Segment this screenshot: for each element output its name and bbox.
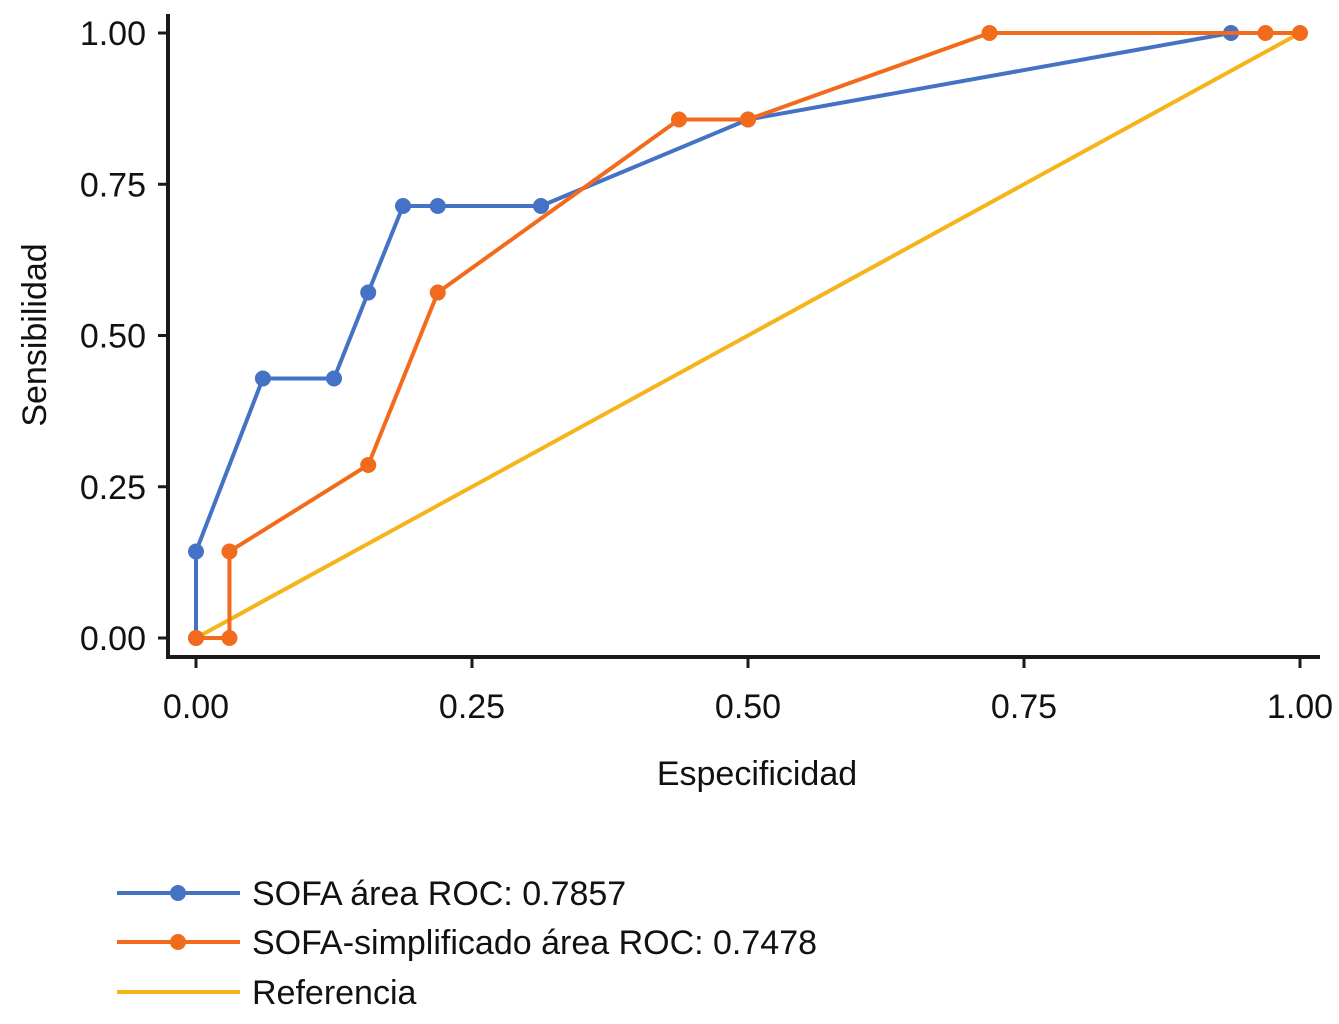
x-tick-label: 0.50 <box>715 688 781 726</box>
y-tick-label: 1.00 <box>80 15 146 53</box>
x-tick-label: 1.00 <box>1267 688 1333 726</box>
data-point <box>188 543 204 560</box>
legend-label: SOFA-simplificado área ROC: 0.7478 <box>252 924 817 962</box>
data-point <box>429 284 446 301</box>
legend-label: Referencia <box>252 974 417 1012</box>
data-point <box>1257 25 1274 41</box>
data-point <box>360 284 377 301</box>
data-point <box>671 111 687 128</box>
data-point <box>221 543 238 560</box>
data-point <box>740 111 756 128</box>
legend-item: Referencia <box>117 974 417 1012</box>
series-line <box>196 31 1300 640</box>
y-tick-label: 0.75 <box>80 166 146 204</box>
data-point <box>429 198 446 215</box>
series-line <box>195 31 1301 640</box>
legend: SOFA área ROC: 0.7857 SOFA-simplificado á… <box>117 875 817 1012</box>
series-line <box>194 31 1232 638</box>
axes: 0.00 0.25 0.50 0.75 1.00 0.00 0.25 0.50 0.75 1.00 <box>80 14 1333 726</box>
y-tick-label: 0.00 <box>80 620 146 658</box>
x-tick-label: 0.75 <box>991 688 1057 726</box>
x-axis-title: Especificidad <box>657 755 857 793</box>
series-2 <box>195 31 1301 640</box>
data-point <box>254 370 271 387</box>
series-1 <box>188 25 1308 646</box>
y-axis-title: Sensibilidad <box>16 243 54 426</box>
x-tick-label: 0.25 <box>439 688 505 726</box>
data-point <box>326 370 342 387</box>
data-point <box>360 456 377 473</box>
data-point <box>221 630 238 646</box>
x-tick-label: 0.00 <box>163 688 229 726</box>
legend-swatch-marker <box>170 885 186 901</box>
data-point <box>395 198 411 215</box>
data-point <box>1292 25 1308 41</box>
legend-swatch-marker <box>170 934 186 950</box>
data-point <box>188 630 204 646</box>
y-tick-label: 0.50 <box>80 318 146 356</box>
data-point <box>533 198 549 215</box>
legend-item: SOFA-simplificado área ROC: 0.7478 <box>117 924 817 962</box>
y-tick-label: 0.25 <box>80 469 146 507</box>
legend-item: SOFA área ROC: 0.7857 <box>117 875 626 913</box>
data-point <box>981 25 998 41</box>
legend-label: SOFA área ROC: 0.7857 <box>252 875 626 913</box>
series-layer <box>188 25 1308 646</box>
